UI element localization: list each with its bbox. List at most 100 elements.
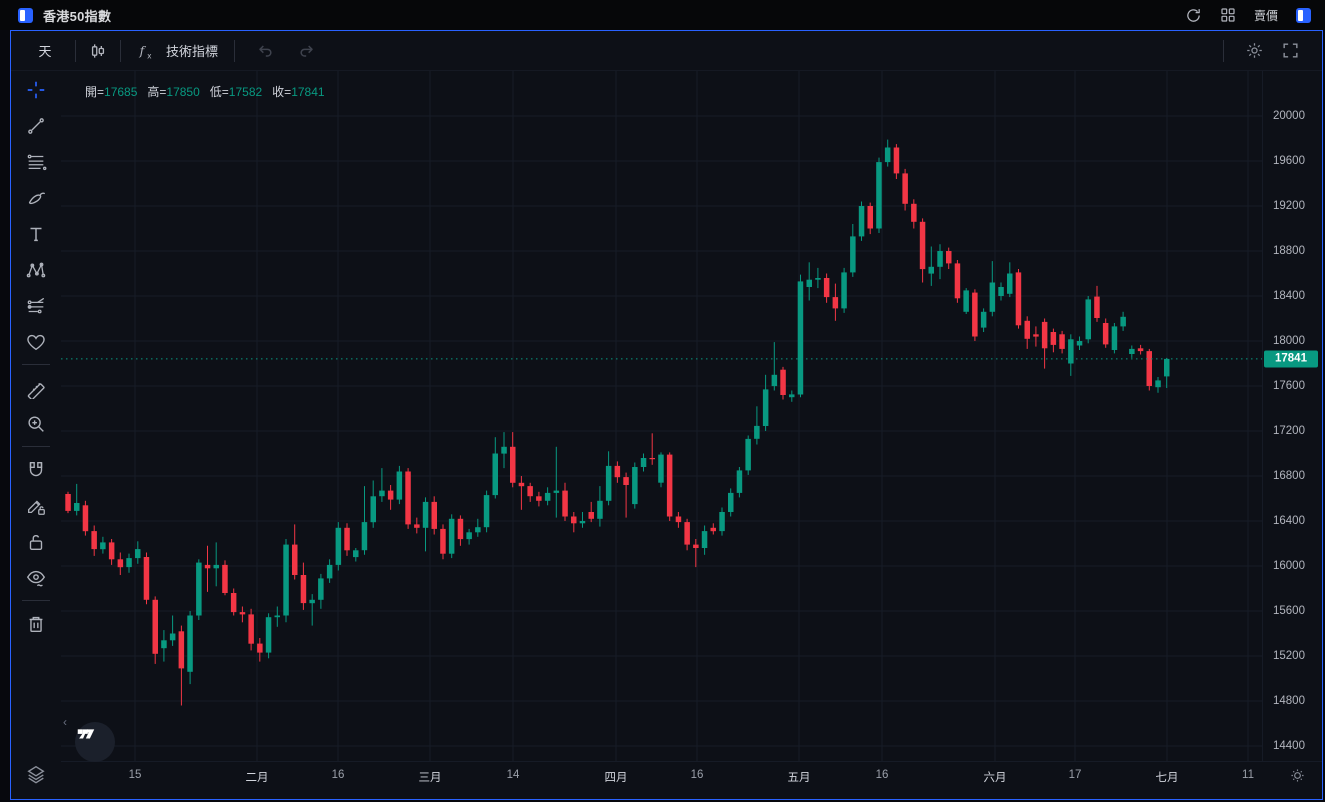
toolbar-separator — [75, 39, 76, 62]
text-icon — [30, 227, 42, 242]
candle-body — [675, 516, 682, 523]
chart-area: 開=17685 高=17850 低=17582 收=17841 ‹ 20000 1960… — [61, 71, 1322, 799]
candle-body — [1059, 334, 1065, 349]
price-axis-label: 18000 — [1273, 335, 1305, 347]
symbol-title: 香港50指數 — [43, 8, 112, 24]
candle-body — [527, 486, 533, 497]
object-tree-button[interactable] — [19, 757, 53, 791]
tradingview-logo-icon — [77, 729, 95, 739]
candle-body — [135, 549, 141, 559]
fullscreen-button[interactable] — [1276, 37, 1304, 65]
candle-body — [1137, 348, 1144, 352]
forecast-tool[interactable] — [19, 289, 53, 323]
candle-body — [1120, 316, 1126, 327]
toolbar-separator — [1223, 39, 1224, 62]
ohlc-legend-item: 低=17582 — [209, 85, 263, 99]
candle-body — [762, 389, 769, 426]
window-header: 香港50指數 賣價 — [0, 0, 1325, 30]
candle-body — [710, 527, 716, 532]
indicators-button[interactable]: f x 技術指標 — [129, 37, 226, 65]
hide-all-drawings[interactable] — [19, 561, 53, 595]
emoji-tool[interactable] — [19, 325, 53, 359]
magnet-mode[interactable] — [19, 453, 53, 487]
candle-body — [954, 263, 961, 299]
candle-body — [806, 279, 812, 287]
time-axis-label: 11 — [1242, 769, 1254, 781]
candle-body — [344, 527, 350, 551]
lock-icon — [29, 535, 43, 551]
candle-body — [387, 490, 394, 500]
candle-body — [858, 206, 865, 237]
candle-body — [989, 282, 996, 312]
panel-toggle-icon[interactable] — [1296, 7, 1311, 23]
undo-icon — [259, 44, 272, 57]
candle-body — [780, 369, 786, 395]
refresh-icon[interactable] — [1185, 7, 1202, 24]
candle-body — [588, 512, 594, 519]
price-axis-label: 15600 — [1273, 605, 1305, 617]
crosshair-tool[interactable] — [19, 73, 53, 107]
drawing-mode-lock[interactable] — [19, 489, 53, 523]
fx-icon: f x — [139, 43, 153, 60]
sell-price-label[interactable]: 賣價 — [1253, 8, 1278, 23]
layers-icon — [27, 765, 45, 784]
candle-body — [614, 465, 621, 478]
time-axis[interactable]: 15 二月 16 三月 14 四月 16 五月 16 六月 17 七月 11 — [61, 761, 1322, 801]
measure-tool[interactable] — [19, 371, 53, 405]
candle-body — [335, 527, 342, 565]
candlestick-chart[interactable]: 開=17685 高=17850 低=17582 收=17841 ‹ — [61, 71, 1262, 762]
brush-tool[interactable] — [19, 181, 53, 215]
candle-body — [326, 564, 333, 579]
redo-button[interactable] — [293, 37, 321, 65]
layout-grid-icon[interactable] — [1220, 7, 1236, 23]
hide-drawings-panel-chevron[interactable]: ‹ — [63, 715, 67, 729]
candle-body — [972, 292, 978, 337]
price-axis-label: 19200 — [1273, 200, 1305, 212]
trend-line-tool[interactable] — [19, 109, 53, 143]
svg-text:x: x — [147, 51, 152, 60]
pattern-tool[interactable] — [19, 253, 53, 287]
chart-canvas[interactable] — [61, 71, 1262, 761]
ohlc-legend-item: 高=17850 — [147, 85, 200, 99]
candle-body — [823, 278, 830, 298]
candle-body — [884, 147, 891, 163]
candle-body — [1164, 358, 1170, 377]
text-tool[interactable] — [19, 217, 53, 251]
candle-body — [1068, 339, 1074, 364]
interval-button[interactable]: 天 — [38, 44, 52, 59]
settings-button[interactable] — [1240, 37, 1268, 65]
trash-icon — [29, 616, 43, 633]
theme-toggle-button[interactable] — [1289, 767, 1306, 784]
candle-body — [1102, 323, 1109, 345]
candle-body — [283, 544, 289, 616]
zoom-tool[interactable] — [19, 407, 53, 441]
eye-icon — [26, 570, 46, 587]
candle-body — [597, 500, 603, 519]
candle-body — [980, 311, 987, 328]
undo-button[interactable] — [251, 37, 279, 65]
fib-retracement-tool[interactable] — [19, 145, 53, 179]
chart-style-button[interactable] — [84, 37, 112, 65]
tradingview-watermark[interactable] — [75, 722, 115, 762]
candle-body — [1076, 341, 1083, 346]
candle-body — [126, 558, 132, 568]
toolbar-divider — [22, 364, 50, 365]
price-axis-label: 14800 — [1273, 695, 1305, 707]
toolbar-divider — [22, 446, 50, 447]
time-axis-label: 七月 — [1155, 772, 1179, 784]
candle-body — [82, 505, 89, 532]
forecast-icon — [27, 298, 44, 314]
lock-all-drawings[interactable] — [19, 525, 53, 559]
candle-body — [544, 492, 551, 501]
remove-drawings[interactable] — [19, 607, 53, 641]
toolbar-separator — [234, 39, 236, 62]
price-axis[interactable]: 20000 19600 19200 18800 18400 18000 17600 17200… — [1262, 71, 1324, 761]
candle-body — [1033, 334, 1039, 337]
candle-body — [300, 575, 307, 604]
candle-body — [867, 206, 873, 229]
candle-body — [91, 531, 97, 550]
time-axis-label: 16 — [875, 769, 889, 781]
price-axis-label: 16400 — [1273, 515, 1305, 527]
heart-icon — [27, 334, 45, 351]
time-axis-label: 16 — [690, 769, 704, 781]
